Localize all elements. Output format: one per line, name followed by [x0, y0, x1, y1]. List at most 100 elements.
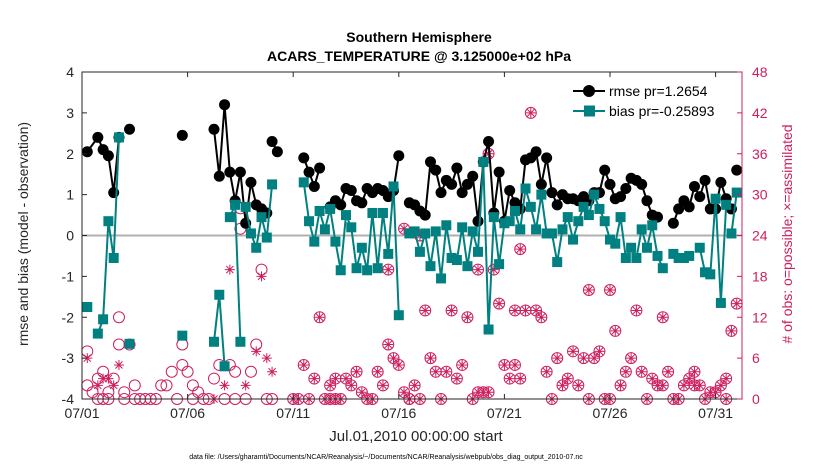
- x-tick-label: 07/31: [698, 405, 733, 421]
- x-tick-label: 07/26: [592, 405, 627, 421]
- obs-possible-point: [625, 352, 638, 365]
- obs-assimilated-point: [430, 366, 441, 377]
- bias-point: [235, 336, 246, 347]
- obs-assimilated-point: [261, 353, 272, 364]
- bias-point: [467, 226, 478, 237]
- obs-possible-point: [524, 106, 537, 119]
- bias-point: [436, 273, 447, 284]
- obs-possible-point: [424, 352, 437, 365]
- bias-point: [721, 199, 732, 210]
- rmse-point: [446, 178, 458, 190]
- chart-title-line2: ACARS_TEMPERATURE @ 3.125000e+02 hPa: [267, 48, 571, 64]
- obs-assimilated-point: [256, 271, 267, 282]
- obs-assimilated-point: [409, 380, 420, 391]
- rmse-point: [467, 170, 479, 182]
- rmse-point: [224, 166, 236, 178]
- rmse-point: [176, 129, 188, 141]
- bias-point: [694, 242, 705, 253]
- bias-point: [578, 201, 589, 212]
- y-left-tick-label: 4: [66, 64, 74, 80]
- rmse-point: [219, 99, 231, 111]
- obs-possible-point: [160, 379, 173, 392]
- obs-assimilated-point: [251, 346, 262, 357]
- obs-possible-point: [688, 365, 701, 378]
- rmse-point: [641, 195, 653, 207]
- obs-assimilated-point: [509, 305, 520, 316]
- obs-assimilated-point: [267, 366, 278, 377]
- obs-possible-point: [329, 372, 342, 385]
- obs-assimilated-point: [341, 373, 351, 384]
- obs-assimilated-point: [583, 285, 594, 295]
- y-right-tick-label: 0: [752, 391, 760, 407]
- rmse-line: [302, 157, 321, 190]
- obs-assimilated-point: [457, 359, 468, 370]
- obs-possible-point: [112, 311, 125, 324]
- obs-possible-point: [392, 358, 405, 371]
- y-right-tick-label: 36: [752, 146, 768, 162]
- y-left-tick-label: -1: [62, 268, 75, 284]
- bias-point: [372, 263, 383, 274]
- obs-possible-point: [419, 304, 432, 317]
- bias-point: [562, 212, 573, 223]
- obs-assimilated-point: [388, 353, 399, 364]
- rmse-point: [424, 156, 436, 168]
- obs-possible-point: [456, 358, 469, 371]
- rmse-point: [546, 187, 558, 199]
- bias-point: [478, 156, 489, 167]
- obs-possible-point: [244, 365, 257, 378]
- rmse-point: [688, 180, 700, 192]
- obs-possible-point: [593, 345, 606, 358]
- obs-assimilated-point: [525, 107, 536, 118]
- obs-assimilated-point: [620, 366, 631, 377]
- bias-point: [457, 222, 468, 233]
- bias-point: [124, 338, 135, 349]
- obs-assimilated-point: [420, 305, 431, 316]
- bias-point: [610, 238, 621, 249]
- obs-assimilated-point: [108, 380, 119, 391]
- obs-assimilated-point: [684, 373, 695, 384]
- obs-assimilated-point: [721, 373, 732, 384]
- legend-rmse-marker: [583, 85, 595, 97]
- bias-point: [230, 199, 241, 210]
- obs-possible-point: [192, 386, 205, 399]
- bias-point: [367, 208, 378, 219]
- obs-assimilated-point: [425, 353, 436, 364]
- obs-assimilated-point: [715, 380, 726, 391]
- bias-point: [705, 269, 716, 280]
- rmse-point: [673, 203, 685, 215]
- obs-assimilated-point: [499, 359, 510, 370]
- rmse-point: [92, 131, 104, 143]
- x-tick-label: 07/11: [276, 405, 310, 421]
- obs-assimilated-point: [536, 312, 547, 323]
- y-left-tick-label: 3: [66, 105, 74, 121]
- obs-assimilated-point: [494, 298, 505, 309]
- rmse-point: [731, 164, 743, 176]
- y-left-tick-label: -4: [62, 391, 75, 407]
- rmse-point: [652, 211, 664, 223]
- obs-assimilated-point: [483, 387, 494, 398]
- rmse-point: [393, 150, 405, 162]
- bias-point: [509, 205, 520, 216]
- obs-possible-point: [508, 358, 521, 371]
- bias-point: [657, 263, 668, 274]
- obs-possible-point: [382, 263, 395, 276]
- obs-possible-point: [208, 372, 220, 385]
- obs-possible-point: [165, 365, 178, 378]
- bias-point: [245, 228, 256, 239]
- legend-bias-marker: [584, 105, 595, 117]
- obs-assimilated-point: [552, 353, 563, 364]
- bias-point: [473, 246, 483, 257]
- bias-point: [383, 248, 394, 259]
- obs-assimilated-point: [531, 305, 542, 316]
- obs-assimilated-point: [678, 380, 689, 391]
- y-right-tick-label: 24: [752, 228, 768, 244]
- rmse-point: [551, 199, 563, 211]
- bias-line: [730, 192, 738, 234]
- x-axis-label: Jul.01,2010 00:00:00 start: [329, 428, 503, 445]
- rmse-point: [271, 146, 283, 158]
- obs-possible-point: [176, 358, 189, 371]
- bias-point: [599, 216, 610, 227]
- obs-possible-point: [604, 284, 616, 296]
- rmse-point: [599, 164, 611, 176]
- y-right-tick-label: 12: [752, 309, 768, 325]
